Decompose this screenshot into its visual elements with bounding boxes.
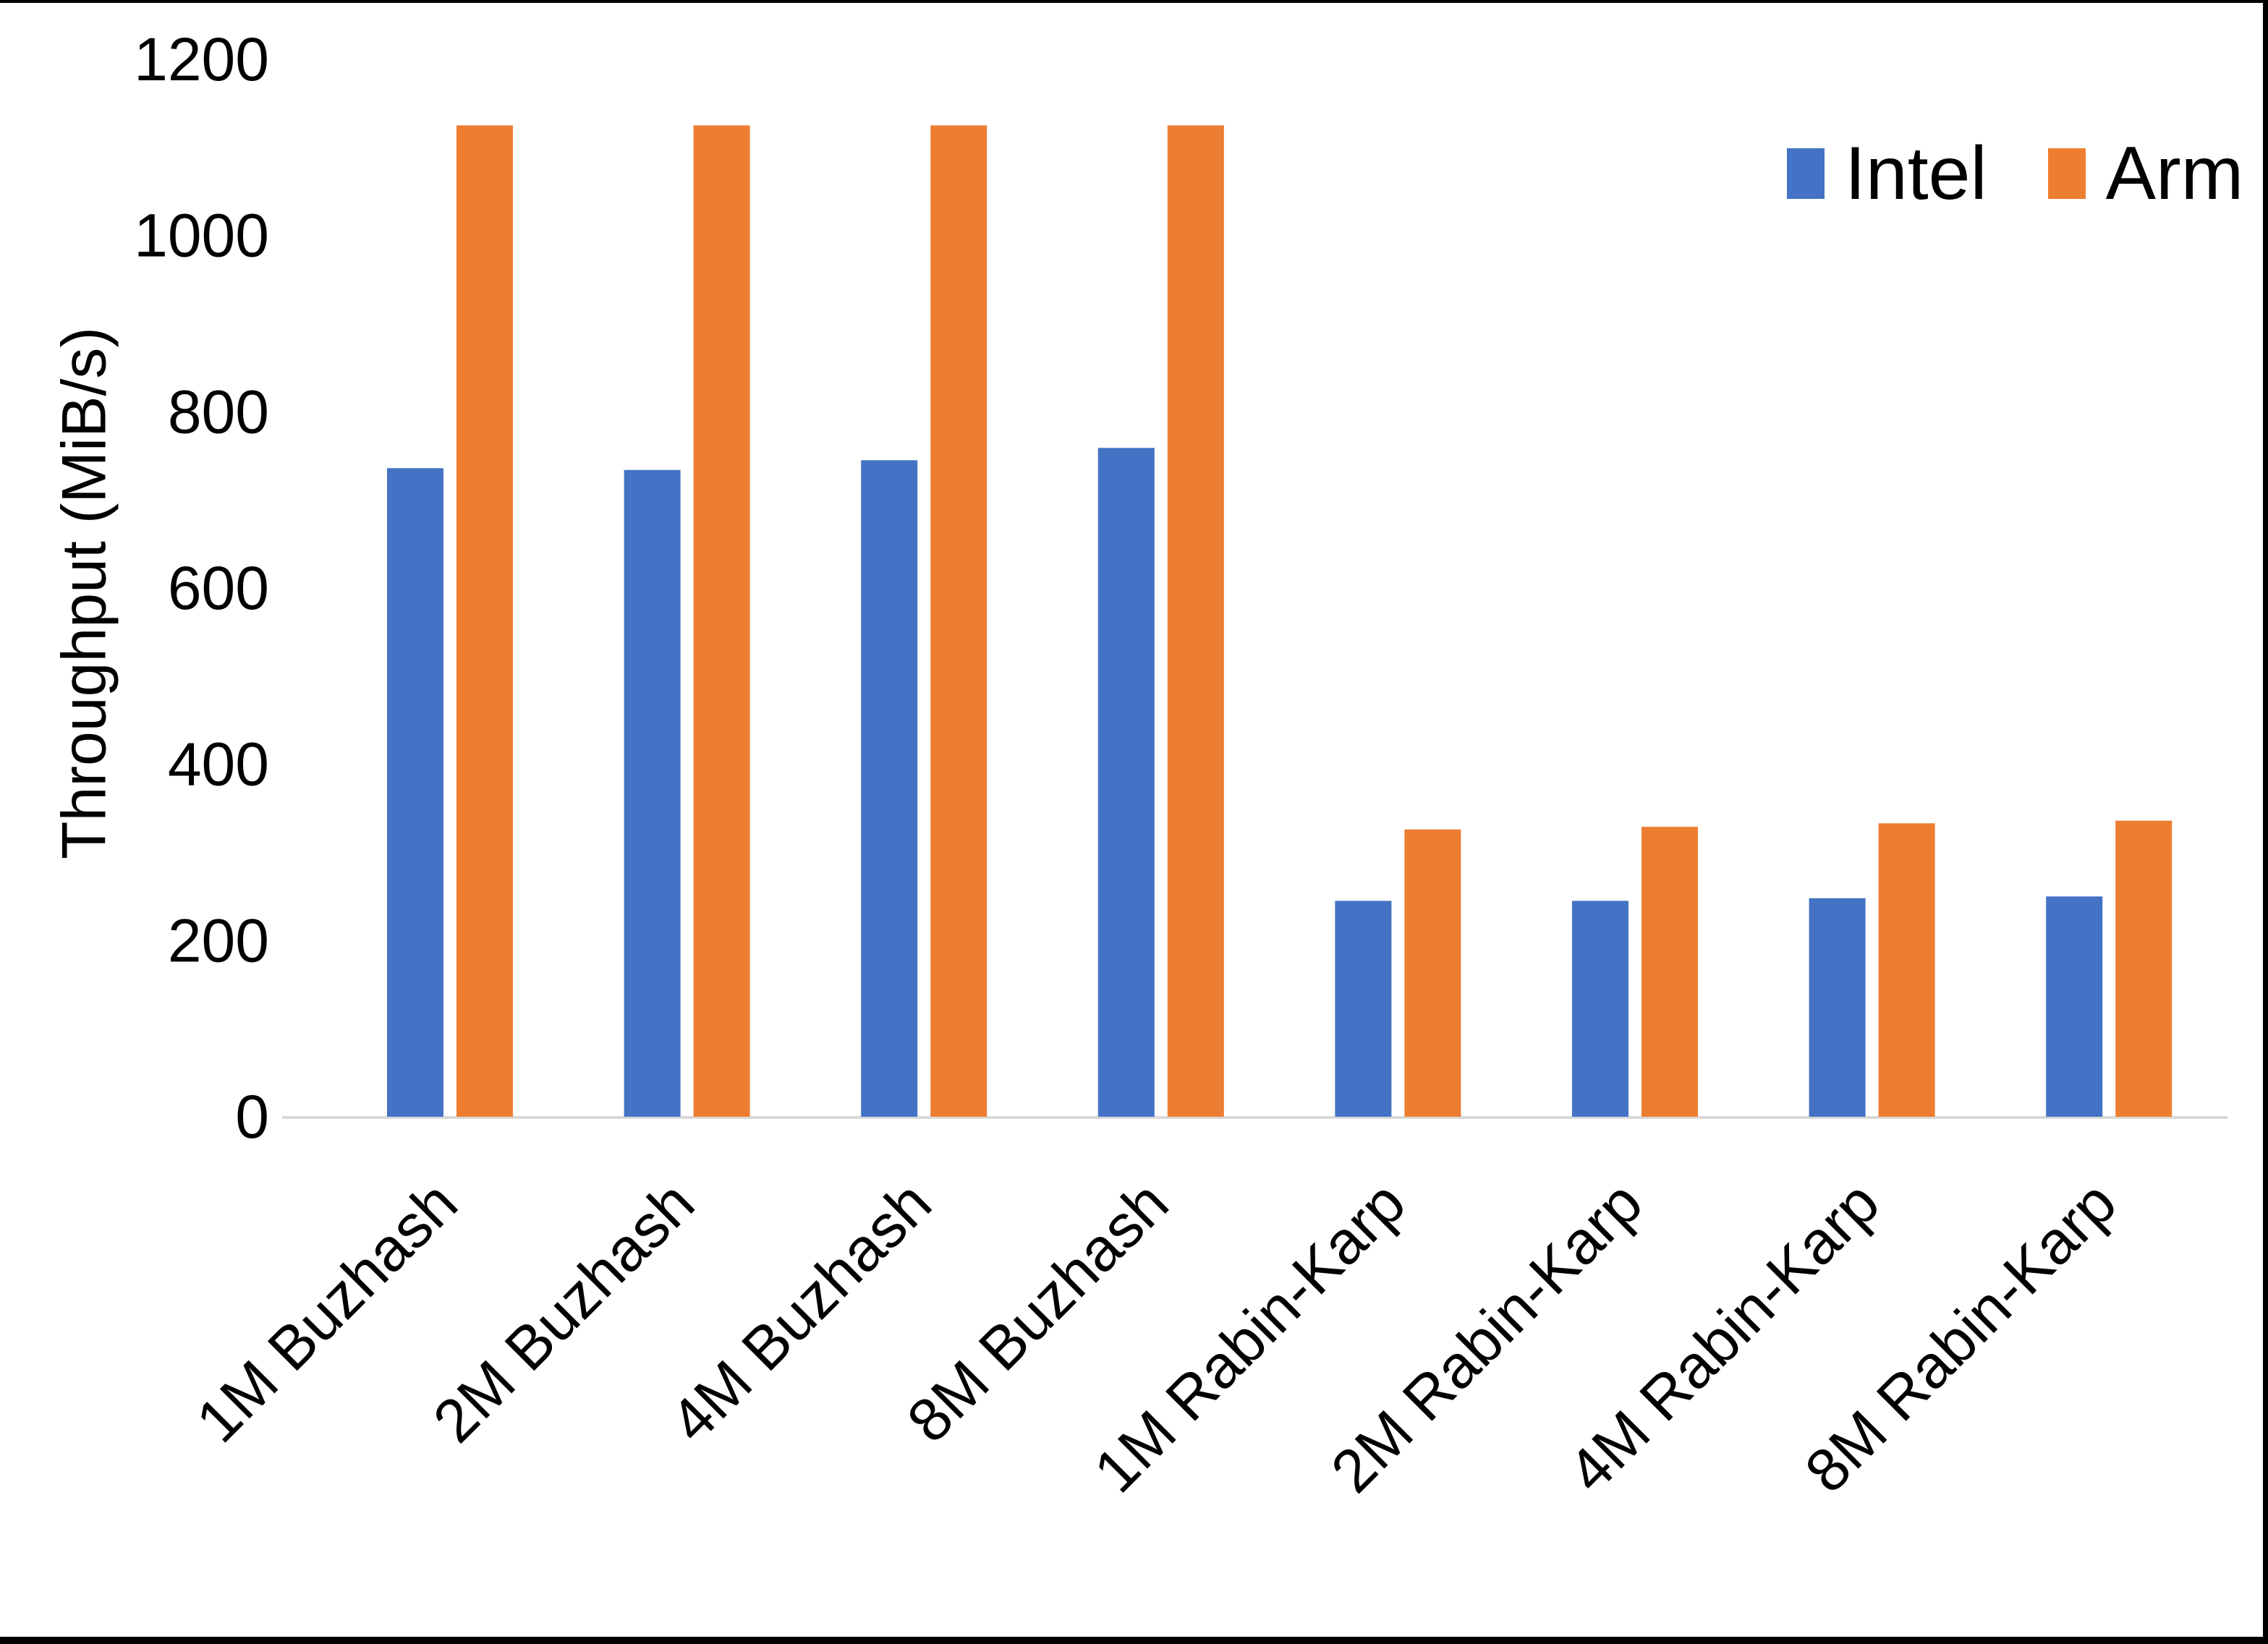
legend-item-arm: Arm <box>2047 132 2244 216</box>
bar-intel-1m-rabin-karp <box>1335 900 1392 1117</box>
bar-intel-8m-rabin-karp <box>2046 896 2103 1117</box>
bar-arm-2m-buzhash <box>693 125 750 1117</box>
legend: Intel Arm <box>1787 136 2243 211</box>
y-tick-label-800: 800 <box>168 378 269 446</box>
bar-arm-1m-buzhash <box>456 125 513 1117</box>
bar-arm-1m-rabin-karp <box>1404 829 1461 1117</box>
bar-intel-4m-buzhash <box>861 460 918 1117</box>
legend-swatch-arm <box>2047 148 2086 199</box>
y-tick-label-600: 600 <box>168 554 269 622</box>
legend-label-arm: Arm <box>2105 132 2244 216</box>
bar-intel-2m-rabin-karp <box>1572 900 1628 1117</box>
bar-intel-8m-buzhash <box>1097 448 1155 1117</box>
bar-arm-2m-rabin-karp <box>1641 827 1698 1117</box>
legend-label-intel: Intel <box>1845 132 1987 216</box>
bar-arm-4m-rabin-karp <box>1878 823 1935 1117</box>
bar-intel-2m-buzhash <box>624 469 681 1117</box>
y-tick-label-0: 0 <box>235 1083 269 1151</box>
legend-swatch-intel <box>1787 148 1825 199</box>
y-tick-label-400: 400 <box>168 731 269 798</box>
bar-intel-1m-buzhash <box>387 468 443 1117</box>
y-axis-title: Throughput (MiB/s) <box>49 326 119 860</box>
legend-item-intel: Intel <box>1787 136 1987 211</box>
bar-arm-4m-buzhash <box>930 125 988 1117</box>
y-tick-label-1000: 1000 <box>134 202 269 270</box>
bar-arm-8m-rabin-karp <box>2115 820 2173 1117</box>
bar-arm-8m-buzhash <box>1167 125 1224 1117</box>
bar-intel-4m-rabin-karp <box>1809 898 1866 1117</box>
y-tick-label-200: 200 <box>168 906 269 974</box>
y-tick-label-1200: 1200 <box>134 25 269 93</box>
